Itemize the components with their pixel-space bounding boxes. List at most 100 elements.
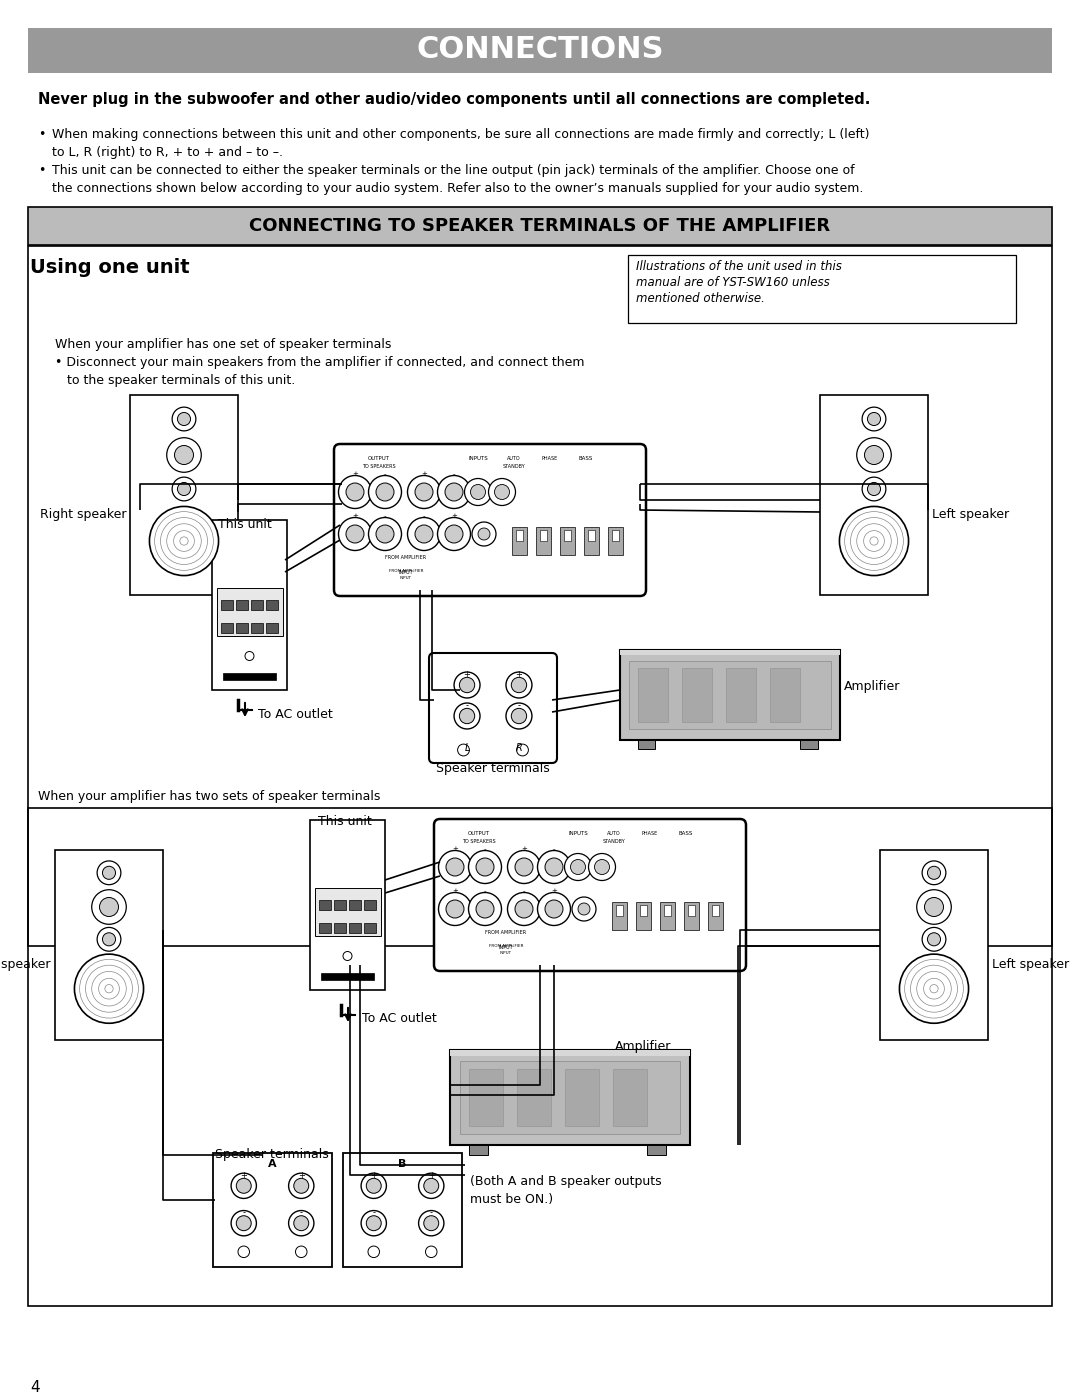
Circle shape: [296, 1246, 307, 1257]
Bar: [613, 1069, 647, 1126]
FancyBboxPatch shape: [429, 652, 557, 763]
Text: +: +: [298, 1171, 305, 1180]
Circle shape: [423, 1178, 438, 1193]
Text: PHASE: PHASE: [542, 455, 558, 461]
FancyBboxPatch shape: [343, 1153, 462, 1267]
Circle shape: [231, 1173, 256, 1199]
Text: manual are of YST-SW160 unless: manual are of YST-SW160 unless: [636, 277, 829, 289]
Bar: [726, 668, 756, 722]
Bar: [636, 902, 650, 930]
Circle shape: [426, 1246, 437, 1257]
Circle shape: [928, 933, 941, 946]
Bar: [55, 849, 163, 1039]
Text: Illustrations of the unit used in this: Illustrations of the unit used in this: [636, 260, 842, 272]
Text: FROM AMPLIFIER: FROM AMPLIFIER: [386, 555, 427, 560]
Circle shape: [177, 412, 190, 426]
Text: -: -: [422, 513, 426, 520]
Circle shape: [495, 485, 510, 500]
Text: TO SPEAKERS: TO SPEAKERS: [362, 464, 395, 469]
Circle shape: [294, 1178, 309, 1193]
Bar: [800, 740, 818, 749]
Circle shape: [589, 854, 616, 880]
Text: PHASE: PHASE: [642, 831, 658, 835]
Circle shape: [488, 479, 515, 506]
Text: R: R: [515, 743, 523, 753]
Circle shape: [570, 859, 585, 875]
Text: INPUTS: INPUTS: [468, 455, 488, 461]
Bar: [684, 902, 699, 930]
Text: Using one unit: Using one unit: [30, 258, 190, 277]
Bar: [639, 905, 647, 916]
Text: INPUT: INPUT: [400, 576, 413, 580]
Text: TO SPEAKERS: TO SPEAKERS: [462, 840, 496, 844]
Circle shape: [578, 902, 590, 915]
Circle shape: [437, 517, 471, 550]
Circle shape: [288, 1211, 314, 1236]
Text: -: -: [383, 513, 387, 520]
Circle shape: [361, 1211, 387, 1236]
Circle shape: [545, 858, 563, 876]
Bar: [460, 1062, 680, 1133]
Text: BASS: BASS: [679, 831, 693, 835]
Text: INPUT: INPUT: [500, 951, 512, 956]
Bar: [770, 668, 800, 722]
Text: •: •: [38, 163, 45, 177]
Circle shape: [346, 525, 364, 543]
Circle shape: [238, 1246, 249, 1257]
Text: +: +: [463, 671, 471, 679]
Text: BASS: BASS: [579, 455, 593, 461]
Circle shape: [454, 672, 480, 698]
Circle shape: [423, 1215, 438, 1231]
FancyBboxPatch shape: [213, 1153, 332, 1267]
Circle shape: [92, 890, 126, 925]
Circle shape: [922, 861, 946, 884]
Text: Amplifier: Amplifier: [615, 1039, 672, 1053]
Circle shape: [445, 483, 463, 502]
Bar: [319, 923, 330, 933]
Bar: [712, 905, 719, 916]
Circle shape: [476, 858, 494, 876]
Bar: [349, 923, 361, 933]
Circle shape: [368, 475, 402, 509]
Text: AUTO: AUTO: [508, 455, 521, 461]
Bar: [707, 902, 723, 930]
Text: Left speaker: Left speaker: [993, 958, 1069, 971]
Bar: [512, 527, 527, 555]
Text: INPUT: INPUT: [499, 944, 513, 950]
Circle shape: [446, 858, 464, 876]
Text: -: -: [553, 847, 555, 852]
Bar: [28, 207, 1052, 244]
Circle shape: [415, 483, 433, 502]
Circle shape: [338, 517, 372, 550]
Bar: [620, 650, 840, 740]
Circle shape: [867, 412, 880, 426]
Circle shape: [458, 745, 470, 756]
Bar: [663, 905, 671, 916]
Text: L: L: [464, 743, 470, 753]
Text: CONNECTING TO SPEAKER TERMINALS OF THE AMPLIFIER: CONNECTING TO SPEAKER TERMINALS OF THE A…: [249, 217, 831, 235]
Circle shape: [594, 859, 609, 875]
Circle shape: [565, 854, 592, 880]
Text: When your amplifier has two sets of speaker terminals: When your amplifier has two sets of spea…: [38, 789, 380, 803]
Text: INPUTS: INPUTS: [568, 831, 588, 835]
Text: -: -: [484, 847, 486, 852]
Circle shape: [454, 703, 480, 729]
Circle shape: [511, 708, 527, 724]
Text: +: +: [515, 671, 523, 679]
Text: to L, R (right) to R, + to + and – to –.: to L, R (right) to R, + to + and – to –.: [52, 147, 283, 159]
Text: -: -: [517, 701, 521, 710]
Bar: [565, 1069, 598, 1126]
Text: +: +: [453, 888, 458, 894]
Bar: [681, 668, 713, 722]
Text: +: +: [352, 471, 357, 476]
Text: -: -: [300, 1208, 302, 1217]
Text: must be ON.): must be ON.): [470, 1193, 553, 1206]
Text: FROM AMPLIFIER: FROM AMPLIFIER: [489, 944, 523, 949]
Text: Right speaker: Right speaker: [40, 509, 126, 521]
Text: -: -: [430, 1208, 433, 1217]
Bar: [237, 599, 248, 610]
Text: CONNECTIONS: CONNECTIONS: [416, 35, 664, 64]
Circle shape: [376, 483, 394, 502]
Text: Right speaker: Right speaker: [0, 958, 51, 971]
Circle shape: [545, 900, 563, 918]
